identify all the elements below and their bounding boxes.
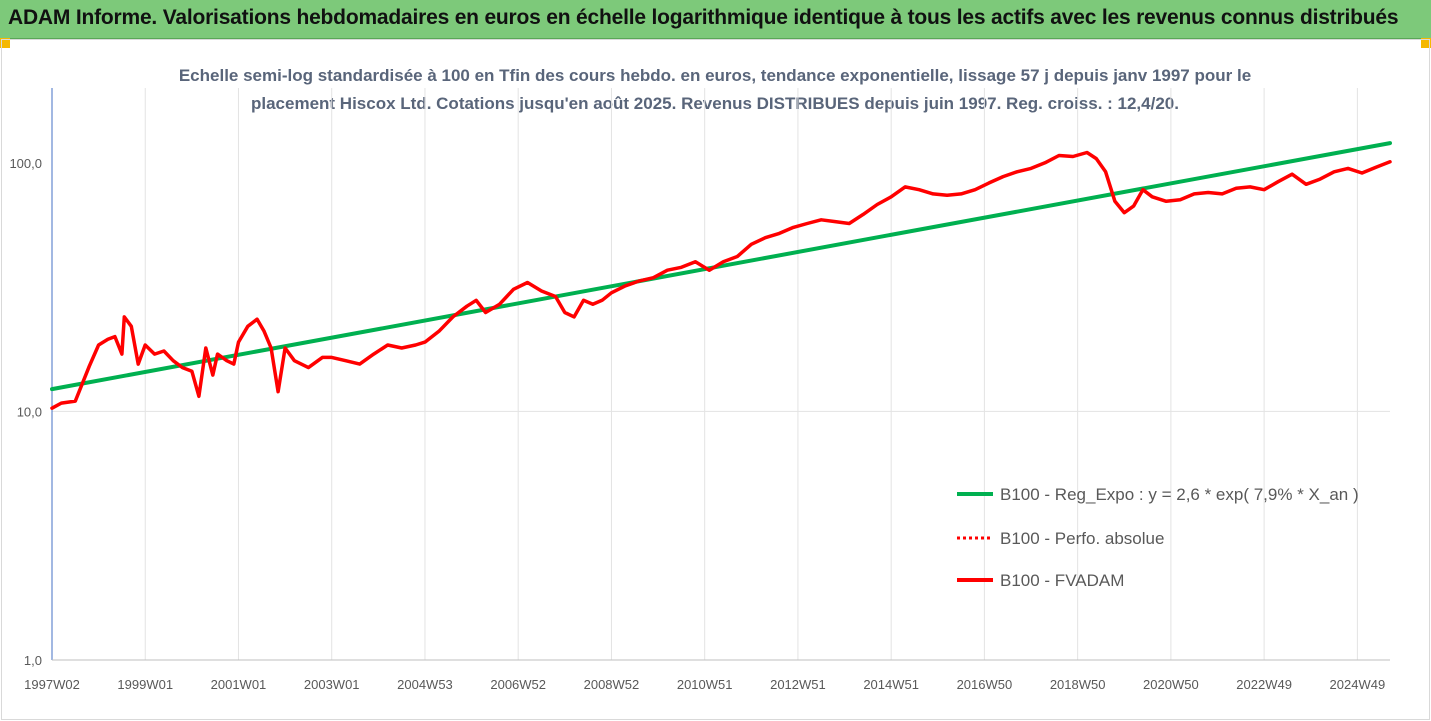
corner-marker-right: [1421, 38, 1431, 48]
x-tick-label: 2001W01: [211, 677, 267, 692]
price-line: [50, 150, 1392, 410]
legend-label: B100 - Reg_Expo : y = 2,6 * exp( 7,9% * …: [1000, 485, 1359, 504]
x-tick-label: 2022W49: [1236, 677, 1292, 692]
x-tick-label: 2003W01: [304, 677, 360, 692]
banner: ADAM Informe. Valorisations hebdomadaire…: [0, 0, 1431, 39]
banner-title: ADAM Informe. Valorisations hebdomadaire…: [8, 6, 1399, 29]
trend-line: [50, 141, 1392, 392]
x-tick-label: 2004W53: [397, 677, 453, 692]
chart-subtitle: Echelle semi-log standardisée à 100 en T…: [130, 62, 1300, 118]
x-tick-label: 2012W51: [770, 677, 826, 692]
y-tick-label: 1,0: [24, 653, 42, 668]
x-tick-label: 2020W50: [1143, 677, 1199, 692]
y-tick-label: 10,0: [17, 404, 42, 419]
chart-subtitle-line-1: Echelle semi-log standardisée à 100 en T…: [178, 66, 1252, 85]
x-tick-label: 1999W01: [117, 677, 173, 692]
y-tick-label: 100,0: [9, 156, 42, 171]
x-tick-label: 2014W51: [863, 677, 919, 692]
x-tick-label: 2016W50: [957, 677, 1013, 692]
x-tick-label: 1997W02: [24, 677, 80, 692]
x-tick-label: 2006W52: [490, 677, 546, 692]
x-tick-label: 2008W52: [584, 677, 640, 692]
legend-label: B100 - FVADAM: [1000, 571, 1124, 590]
corner-marker-left: [0, 38, 10, 48]
chart-subtitle-line-2: placement Hiscox Ltd. Cotations jusqu'en…: [251, 94, 1179, 113]
x-tick-label: 2018W50: [1050, 677, 1106, 692]
legend-label: B100 - Perfo. absolue: [1000, 529, 1164, 548]
x-tick-label: 2010W51: [677, 677, 733, 692]
x-tick-label: 2024W49: [1330, 677, 1386, 692]
chart-frame: [1, 39, 1430, 720]
